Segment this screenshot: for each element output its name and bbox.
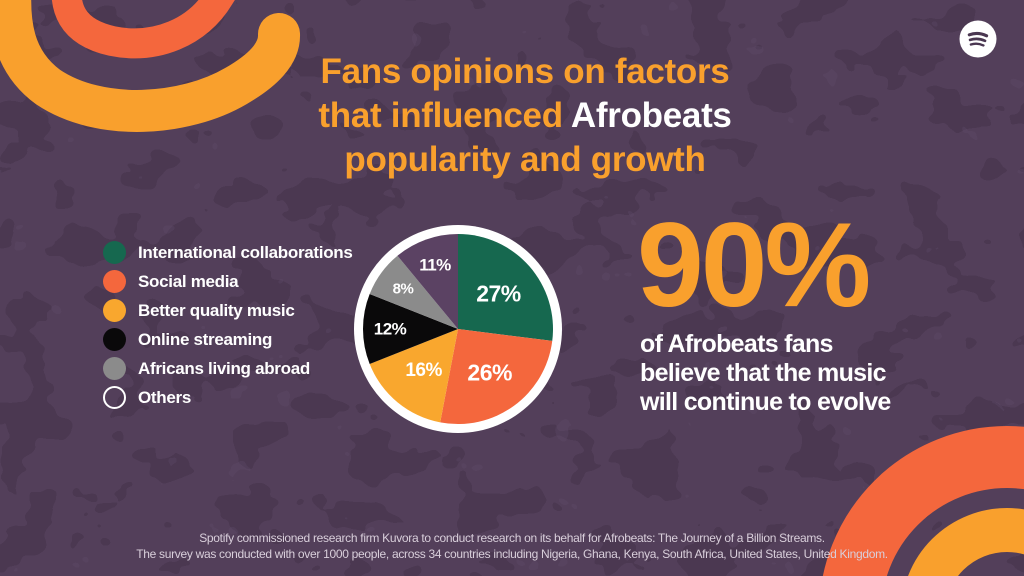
stat-block: 90% of Afrobeats fans believe that the m…: [637, 198, 967, 417]
footer-line-2: The survey was conducted with over 1000 …: [136, 546, 888, 561]
legend-item-0: International collaborations: [103, 241, 353, 264]
footer-line-1: Spotify commissioned research firm Kuvor…: [199, 531, 825, 545]
pie-slice-0: [458, 234, 553, 341]
footer-note: Spotify commissioned research firm Kuvor…: [0, 531, 1024, 562]
stat-line-1: of Afrobeats fans: [640, 329, 833, 358]
legend-item-5: Others: [103, 386, 353, 409]
title-line-2-highlight: Afrobeats: [570, 96, 732, 135]
legend-swatch-0: [103, 241, 126, 264]
legend-label-0: International collaborations: [138, 242, 353, 262]
legend-label-4: Africans living abroad: [138, 358, 310, 378]
legend-swatch-3: [103, 328, 126, 351]
decor-swirl-topleft-inner: [51, 0, 235, 59]
page-title: Fans opinions on factors that influenced…: [205, 50, 845, 182]
legend-swatch-5: [103, 386, 126, 409]
stat-line-3: will continue to evolve: [640, 387, 891, 416]
stat-line-2: believe that the music: [640, 358, 886, 387]
pie-slice-label-3: 12%: [374, 320, 407, 339]
title-line-2: that influenced: [318, 96, 571, 135]
legend-item-1: Social media: [103, 270, 353, 293]
pie-slice-label-0: 27%: [476, 280, 521, 306]
pie-chart: 27% 26% 16% 12% 8% 11%: [354, 225, 562, 433]
pie-slice-label-5: 11%: [419, 256, 451, 275]
legend-item-4: Africans living abroad: [103, 357, 353, 380]
stat-value: 90%: [637, 198, 871, 332]
title-line-1: Fans opinions on factors: [320, 52, 730, 91]
legend-item-2: Better quality music: [103, 299, 353, 322]
pie-slice-3: [362, 294, 458, 364]
spotify-logo-svg: [959, 20, 997, 58]
legend-swatch-4: [103, 357, 126, 380]
title-line-3: popularity and growth: [344, 140, 706, 179]
pie-slice-2: [369, 329, 458, 423]
pie-slice-label-4: 8%: [393, 281, 414, 298]
legend-item-3: Online streaming: [103, 328, 353, 351]
pie-slice-label-1: 26%: [467, 360, 512, 386]
pie-slice-5: [397, 234, 458, 329]
pie-slice-4: [369, 255, 458, 329]
legend-label-3: Online streaming: [138, 329, 273, 349]
legend-swatch-2: [103, 299, 126, 322]
legend-label-5: Others: [138, 387, 191, 407]
pie-slice-label-2: 16%: [405, 360, 442, 381]
legend-label-2: Better quality music: [138, 300, 295, 320]
chart-legend: International collaborations Social media…: [103, 241, 353, 415]
stat-text: of Afrobeats fans believe that the music…: [640, 330, 967, 417]
legend-swatch-1: [103, 270, 126, 293]
spotify-logo-icon: [959, 20, 997, 58]
legend-label-1: Social media: [138, 271, 239, 291]
pie-slice-1: [440, 329, 553, 425]
